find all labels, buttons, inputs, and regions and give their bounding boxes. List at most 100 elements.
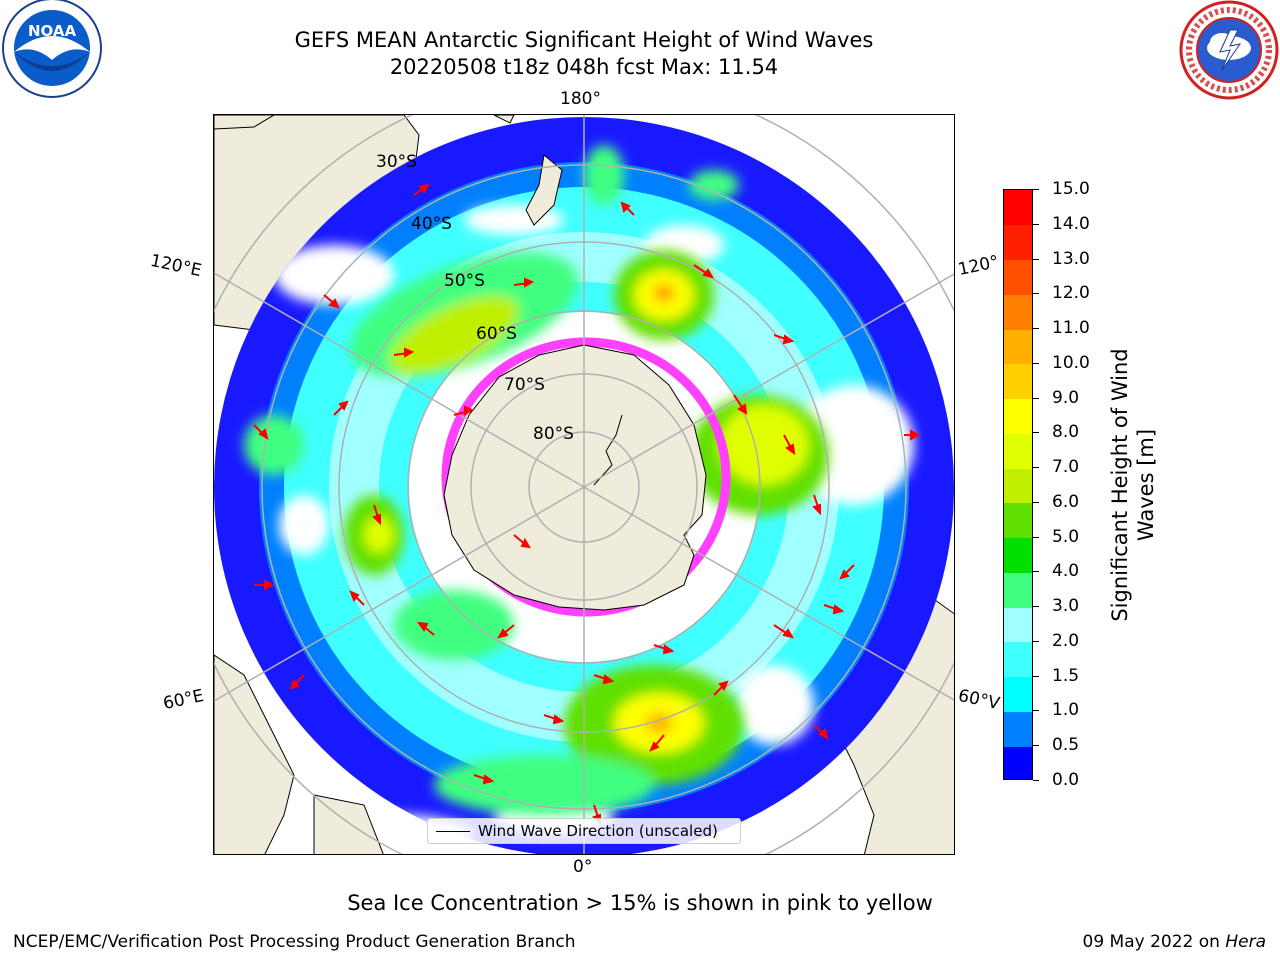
lat-label-70s: 70°S	[504, 375, 545, 395]
colorbar-segment	[1004, 572, 1032, 608]
credit-left: NCEP/EMC/Verification Post Processing Pr…	[13, 932, 576, 952]
graticule	[214, 115, 954, 854]
colorbar-tick	[1033, 293, 1039, 295]
colorbar-tick-label: 14.0	[1052, 213, 1090, 234]
svg-text:NOAA: NOAA	[28, 22, 77, 40]
chart-title: GEFS MEAN Antarctic Significant Height o…	[294, 28, 874, 52]
colorbar-tick	[1033, 501, 1039, 503]
wind-arrow	[773, 334, 795, 345]
lon-label-lower-left: 60°E	[161, 685, 206, 715]
colorbar-tick-label: 5.0	[1052, 526, 1080, 547]
lon-label-lower-right: 60°V	[956, 685, 1002, 715]
wind-arrow	[253, 424, 269, 441]
colorbar-tick	[1033, 328, 1039, 330]
colorbar-title-line1: Significant Height of Wind	[1108, 348, 1132, 622]
credit-machine: Hera	[1225, 932, 1266, 952]
wind-arrow	[593, 674, 615, 685]
wind-arrow	[813, 724, 829, 741]
lat-label-80s: 80°S	[533, 424, 574, 444]
colorbar-segment	[1004, 329, 1032, 365]
wind-arrow	[649, 734, 665, 752]
wind-arrow	[289, 674, 305, 690]
wind-arrow	[323, 294, 340, 309]
colorbar-tick-label: 15.0	[1052, 179, 1090, 199]
colorbar-tick-label: 13.0	[1052, 248, 1090, 269]
colorbar-tick	[1033, 362, 1039, 364]
wind-arrow	[413, 183, 431, 196]
colorbar-tick	[1033, 223, 1039, 225]
wind-arrow	[372, 504, 381, 526]
colorbar-tick	[1033, 606, 1039, 608]
lat-label-40s: 40°S	[411, 214, 452, 234]
national-weather-service-logo	[1179, 0, 1279, 100]
map-panel: 30°S 40°S 50°S 60°S 70°S 80°S	[213, 114, 955, 855]
wind-arrow	[453, 405, 475, 416]
colorbar-tick	[1033, 710, 1039, 712]
wind-arrow	[254, 579, 275, 591]
wind-arrow	[713, 680, 729, 696]
colorbar-segment	[1004, 676, 1032, 712]
colorbar-segment	[1004, 607, 1032, 643]
legend-label: Wind Wave Direction (unscaled)	[478, 822, 718, 840]
colorbar-tick-label: 10.0	[1052, 352, 1090, 373]
colorbar-tick	[1033, 780, 1039, 781]
colorbar-title: Significant Height of Wind Waves [m]	[1107, 325, 1159, 645]
colorbar-tick-label: 0.0	[1052, 770, 1080, 790]
colorbar-tick-label: 1.0	[1052, 700, 1080, 721]
colorbar-tick-label: 9.0	[1052, 387, 1080, 408]
colorbar-segment	[1004, 433, 1032, 469]
wind-arrow	[496, 624, 515, 639]
colorbar-tick-label: 7.0	[1052, 457, 1080, 478]
wind-arrow	[333, 400, 349, 416]
colorbar-tick	[1033, 571, 1039, 573]
colorbar-tick	[1033, 189, 1039, 190]
colorbar-segment	[1004, 468, 1032, 504]
sea-ice-note: Sea Ice Concentration > 15% is shown in …	[347, 891, 933, 915]
wind-arrow	[904, 429, 921, 441]
lat-label-30s: 30°S	[376, 152, 417, 172]
lon-label-upper-left: 120°E	[148, 250, 204, 282]
colorbar-tick-label: 2.0	[1052, 630, 1080, 651]
wind-arrow	[513, 277, 535, 288]
colorbar-segment	[1004, 259, 1032, 295]
chart-subtitle: 20220508 t18z 048h fcst Max: 11.54	[389, 55, 779, 79]
antarctica	[443, 344, 707, 611]
wind-arrow	[416, 621, 435, 636]
colorbar-tick	[1033, 675, 1039, 677]
colorbar-tick	[1033, 640, 1039, 642]
noaa-logo: NOAA	[2, 0, 102, 98]
credit-date: 09 May 2022 on	[1082, 932, 1220, 952]
wind-arrow	[349, 590, 365, 606]
colorbar-tick	[1033, 258, 1039, 260]
lon-label-upper-right: 120°	[956, 251, 1001, 281]
colorbar-segment	[1004, 190, 1032, 226]
wind-arrow	[393, 347, 415, 358]
colorbar-segment	[1004, 641, 1032, 678]
colorbar-segment	[1004, 746, 1032, 779]
wind-wave-arrows	[253, 183, 921, 826]
wind-arrow	[783, 434, 796, 456]
colorbar-tick	[1033, 432, 1039, 434]
wind-arrow	[812, 494, 821, 516]
polar-map	[214, 115, 954, 854]
wind-arrow	[839, 564, 855, 580]
colorbar-segment	[1004, 537, 1032, 573]
wind-arrow	[733, 394, 748, 415]
wind-arrow	[620, 201, 635, 216]
colorbar-tick-label: 8.0	[1052, 422, 1080, 443]
wind-arrow	[543, 714, 565, 725]
colorbar-segment	[1004, 502, 1032, 539]
wind-arrow	[693, 264, 715, 279]
lon-label-top: 180°	[560, 89, 601, 109]
colorbar-tick	[1033, 536, 1039, 538]
colorbar-segment	[1004, 398, 1032, 434]
colorbar-tick-label: 12.0	[1052, 283, 1090, 304]
legend-line-swatch	[436, 831, 470, 832]
colorbar-tick-label: 3.0	[1052, 596, 1080, 617]
colorbar-tick-label: 1.5	[1052, 665, 1080, 686]
colorbar-segment	[1004, 294, 1032, 330]
map-legend: Wind Wave Direction (unscaled)	[427, 818, 741, 844]
colorbar-segment	[1004, 224, 1032, 260]
wind-arrow	[653, 644, 675, 655]
colorbar-segment	[1004, 711, 1032, 747]
